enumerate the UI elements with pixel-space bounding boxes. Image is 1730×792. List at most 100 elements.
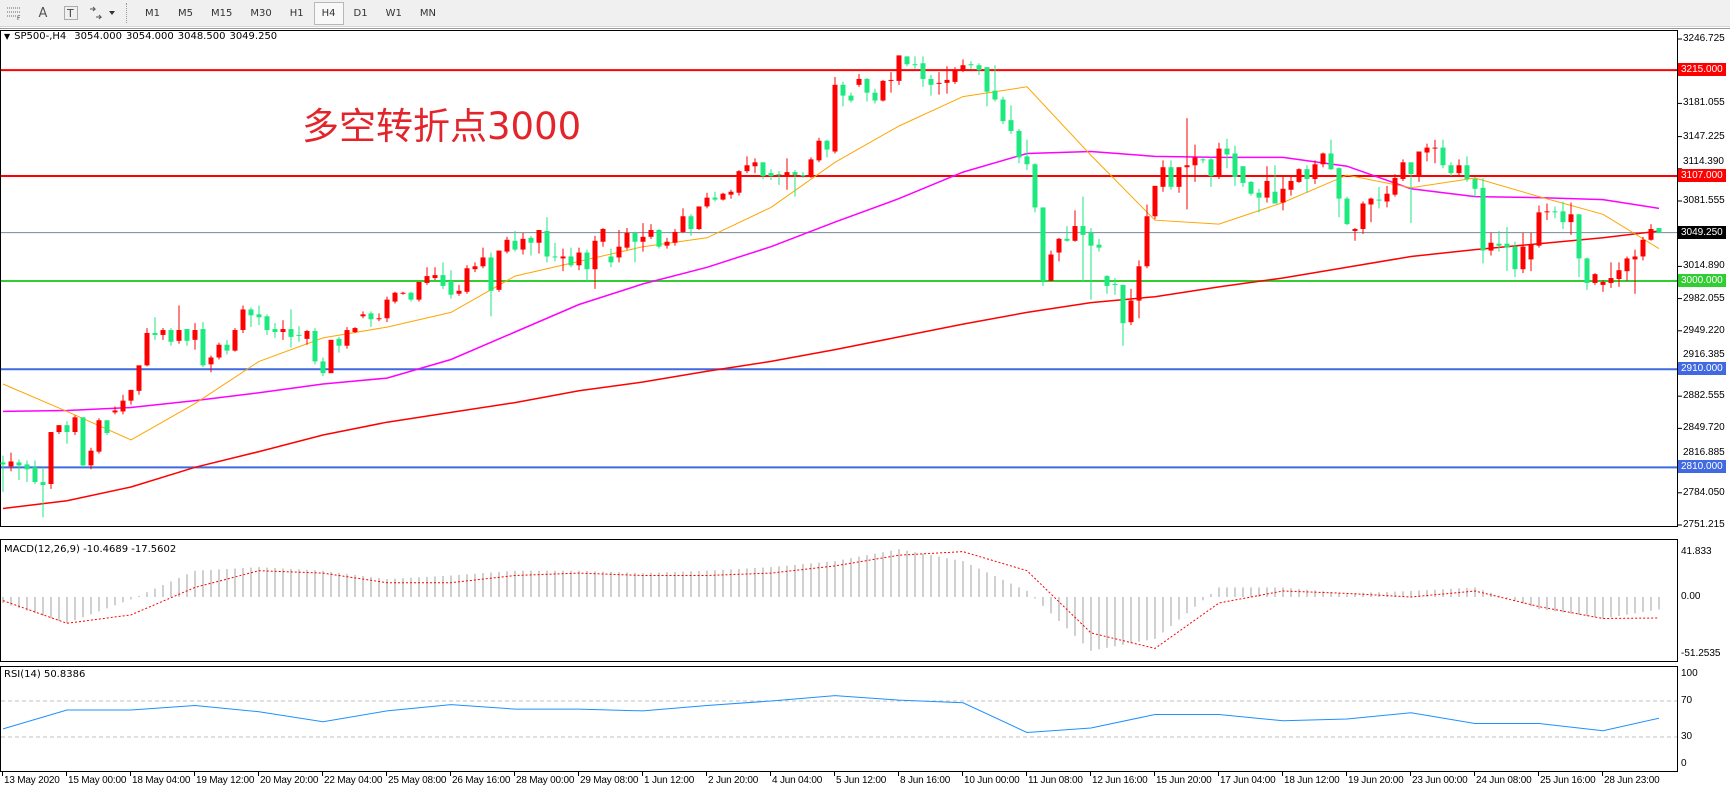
candle-up [352,328,358,332]
time-axis-label: 11 Jun 08:00 [1028,775,1083,786]
candle-up [1520,246,1526,270]
candle-up [888,79,894,81]
timeframe-m15[interactable]: M15 [211,7,233,19]
candle-down [104,420,110,434]
timeframe-mn[interactable]: MN [419,7,436,19]
candle-up [232,330,238,351]
candle-down [1088,232,1094,246]
candle-down [1080,226,1086,235]
candle-down [1584,258,1590,283]
time-axis-label: 10 Jun 00:00 [964,775,1020,786]
candle-up [560,256,566,259]
candle-up [144,332,150,366]
candle-down [1344,198,1350,225]
ma-fast-line [2,86,1660,441]
candle-up [640,236,646,242]
candle-down [184,329,190,341]
candle-down [1168,167,1174,187]
candle-up [744,165,750,172]
candle-up [376,318,382,320]
text-icon[interactable]: A [38,5,48,21]
candle-down [368,313,374,320]
candle-up [120,400,126,412]
candle-up [112,410,118,413]
text-label-icon[interactable]: T [58,2,84,24]
candle-down [992,90,998,100]
candle-up [1488,242,1494,251]
period-separator-icon[interactable]: F [2,2,28,24]
candle-down [656,229,662,247]
candle-up [680,216,686,232]
candle-up [1160,167,1166,187]
timeframe-h1[interactable]: H1 [289,7,304,19]
chart-canvas[interactable] [0,27,1730,792]
candle-up [88,450,94,466]
candle-down [248,309,254,316]
candle-up [304,331,310,339]
candle-up [456,290,462,294]
candle-up [816,140,822,161]
candle-up [216,344,222,358]
candle-down [488,257,494,291]
candle-down [1336,168,1342,199]
candle-down [288,329,294,337]
svg-text:T: T [66,7,74,20]
macd-signal-line [2,551,1660,649]
timeframe-w1[interactable]: W1 [385,7,402,19]
candle-down [1472,178,1478,189]
candle-down [80,417,86,466]
rsi-axis-label: 70 [1681,695,1693,706]
candle-down [800,175,806,177]
candle-up [720,193,726,200]
candle-up [1352,229,1358,231]
candle-up [1360,203,1366,230]
candle-down [848,95,854,101]
candle-up [952,70,958,82]
candle-down [872,92,878,101]
timeframe-m1[interactable]: M1 [145,7,160,19]
candle-down [904,56,910,65]
close-value: 3049.250 [229,31,278,42]
time-axis-label: 15 May 00:00 [68,775,127,786]
candle-down [272,329,278,332]
candle-up [1320,153,1326,165]
time-axis-label: 28 Jun 23:00 [1604,775,1660,786]
candle-down [512,240,518,250]
candle-up [600,229,606,242]
price-axis-label: 3181.055 [1683,97,1725,109]
candle-down [984,67,990,92]
candle-up [1192,157,1198,166]
candle-up [400,292,406,294]
candle-up [1056,238,1062,253]
time-axis-label: 8 Jun 16:00 [900,775,951,786]
candle-down [1448,165,1454,174]
candle-down [1064,238,1070,241]
candle-up [1136,266,1142,301]
candle-down [1272,191,1278,204]
candle-up [1216,148,1222,178]
candle-down [976,65,982,71]
annotation-text[interactable]: 多空转折点3000 [302,105,582,148]
timeframe-m30[interactable]: M30 [250,7,272,19]
timeframe-m5[interactable]: M5 [178,7,193,19]
time-axis-label: 22 May 04:00 [324,775,383,786]
candle-up [176,330,182,341]
dropdown-triangle-icon[interactable]: ▼ [4,32,11,41]
timeframe-h4[interactable]: H4 [313,1,344,25]
candle-up [472,266,478,270]
timeframe-d1[interactable]: D1 [353,7,368,19]
candle-down [608,256,614,263]
candle-up [1280,188,1286,203]
candle-up [1632,256,1638,260]
candle-down [32,467,38,483]
candle-down [224,344,230,351]
candle-up [856,78,862,85]
candle-down [448,280,454,295]
candle-up [832,84,838,152]
candle-up [576,252,582,266]
arrows-shapes-icon[interactable] [86,2,120,24]
price-axis-label: 2816.885 [1683,447,1725,459]
time-axis-label: 1 Jun 12:00 [644,775,695,786]
svg-text:F: F [17,15,21,21]
candle-down [1040,207,1046,281]
